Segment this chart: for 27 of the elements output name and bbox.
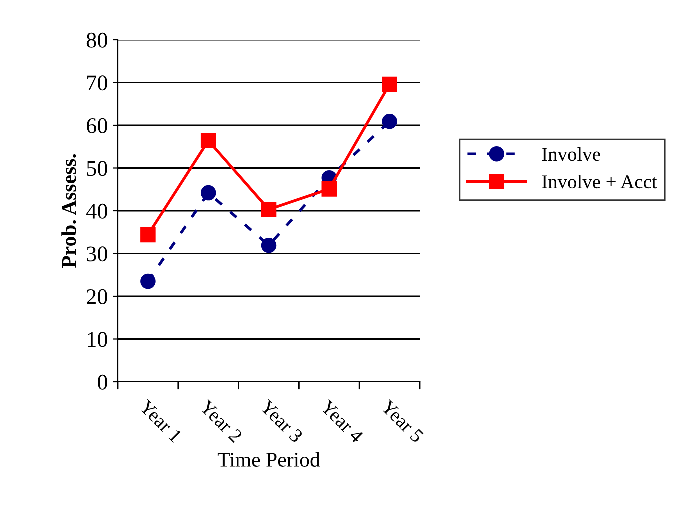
y-axis-title: Prob. Assess. [62, 154, 76, 268]
point [322, 182, 338, 197]
point [261, 202, 277, 218]
y-tick-label: 80 [86, 32, 108, 48]
y-tick-label: 50 [87, 161, 108, 176]
point [200, 133, 216, 149]
x-tick-label: Year 4 [320, 399, 364, 444]
legend-label: Involve + Acct [542, 174, 658, 189]
x-tick-label: Year 3 [259, 399, 304, 444]
y-tick-label: 10 [88, 332, 108, 348]
point [140, 274, 156, 290]
x-tick-label: Year 1 [138, 399, 183, 444]
point [200, 185, 216, 201]
point [382, 76, 398, 92]
y-tick-label: 30 [87, 246, 108, 262]
y-tick-label: 40 [86, 204, 108, 219]
legend-label: Involve [542, 147, 600, 162]
y-tick-label: 20 [87, 289, 108, 304]
x-axis-title: Time Period [218, 452, 320, 468]
y-tick-label: 70 [88, 76, 108, 91]
point [382, 114, 398, 130]
x-tick-label: Year 5 [380, 399, 424, 444]
point [261, 238, 277, 254]
y-tick-label: 0 [98, 374, 108, 390]
y-tick-label: 60 [87, 118, 108, 134]
x-tick-label: Year 2 [199, 399, 244, 444]
point [140, 227, 156, 243]
